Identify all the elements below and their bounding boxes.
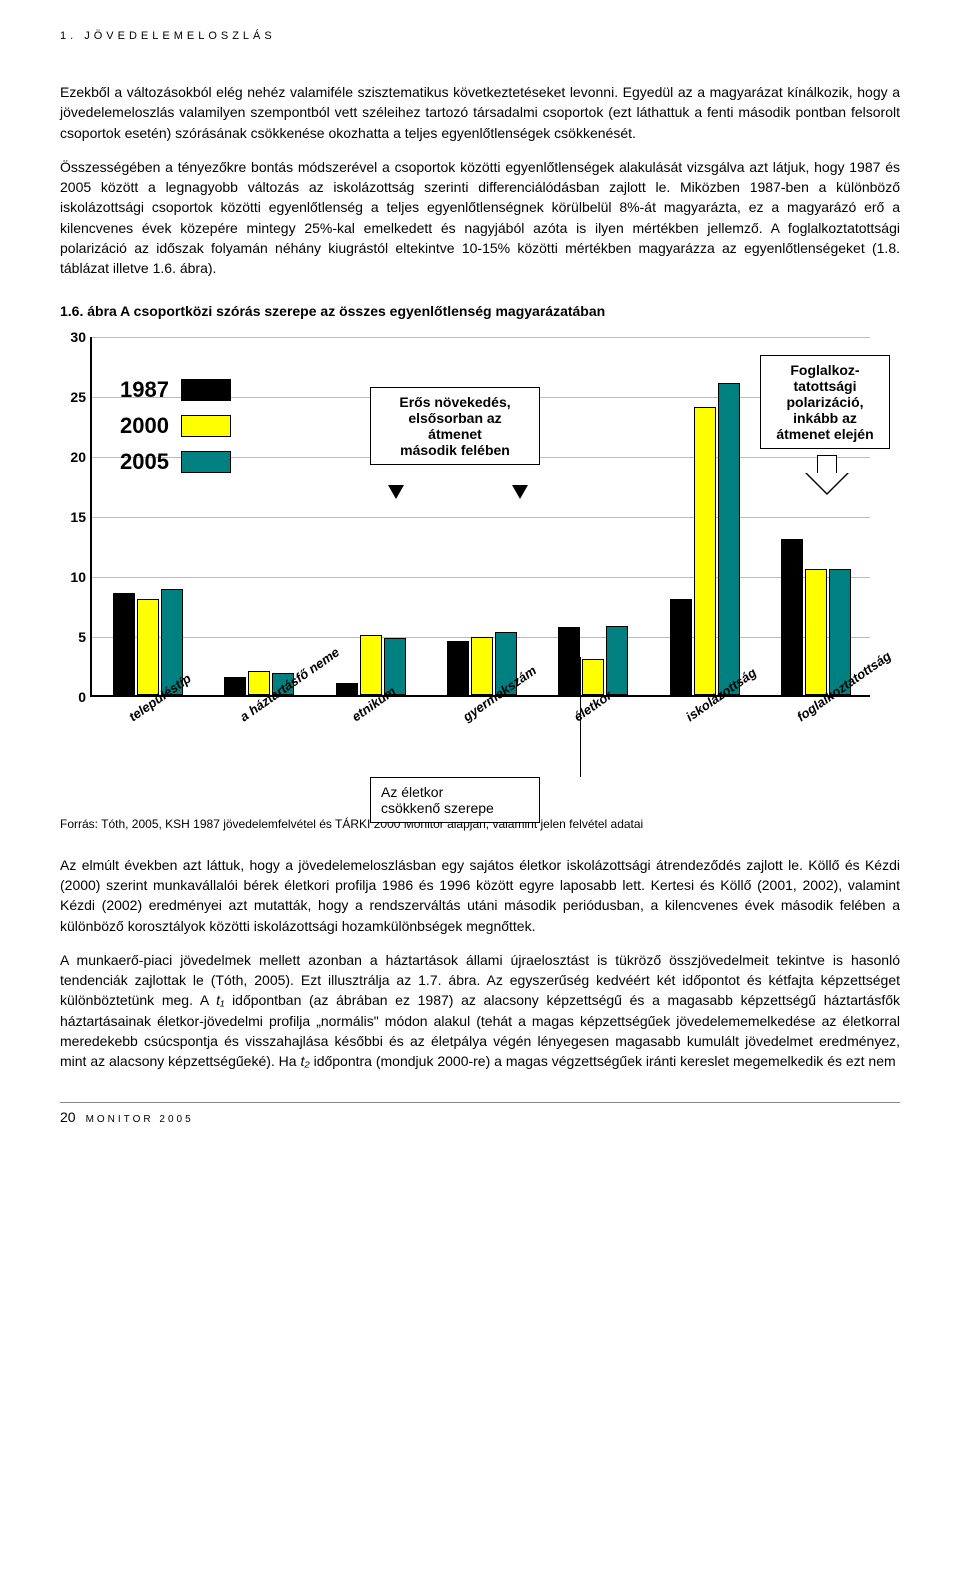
bar xyxy=(471,637,493,695)
figure-title: 1.6. ábra A csoportközi szórás szerepe a… xyxy=(60,303,900,319)
bar xyxy=(360,635,382,695)
legend-swatch xyxy=(181,451,231,473)
x-axis-labels: településtípa háztartásfő nemeetnikumgye… xyxy=(90,702,870,782)
paragraph-2: Összességében a tényezőkre bontás módsze… xyxy=(60,157,900,279)
bar-group xyxy=(332,635,410,695)
y-axis: 051015202530 xyxy=(60,337,90,697)
legend-year: 2005 xyxy=(120,449,169,475)
bar-group xyxy=(554,626,632,694)
bar xyxy=(606,626,628,694)
arrow-down-icon xyxy=(805,455,845,505)
annotation-connector xyxy=(580,657,581,777)
bar xyxy=(718,383,740,695)
bar xyxy=(336,683,358,695)
y-tick: 10 xyxy=(70,569,86,585)
bar xyxy=(805,569,827,695)
bar xyxy=(558,627,580,694)
bar-chart: 051015202530 településtípa háztartásfő n… xyxy=(60,337,880,797)
bar xyxy=(781,539,803,695)
legend-row: 2005 xyxy=(120,449,231,475)
y-tick: 15 xyxy=(70,509,86,525)
bar xyxy=(694,407,716,695)
bar xyxy=(447,641,469,695)
callout-right: Foglalkoz-tatottságipolarizáció,inkább a… xyxy=(760,355,890,449)
variable-t2: t₂ xyxy=(300,1053,309,1069)
legend-row: 1987 xyxy=(120,377,231,403)
paragraph-4: A munkaerő-piaci jövedelmek mellett azon… xyxy=(60,950,900,1072)
legend-swatch xyxy=(181,379,231,401)
y-tick: 5 xyxy=(78,629,86,645)
legend-swatch xyxy=(181,415,231,437)
footer-label: MONITOR 2005 xyxy=(86,1114,194,1125)
legend-year: 2000 xyxy=(120,413,169,439)
page-footer: 20 MONITOR 2005 xyxy=(60,1102,900,1125)
page-number: 20 xyxy=(60,1109,76,1125)
text: időpontra (mondjuk 2000-re) a magas végz… xyxy=(310,1053,896,1069)
bar-group xyxy=(666,383,744,695)
y-tick: 30 xyxy=(70,329,86,345)
arrow-down-icon xyxy=(388,485,404,499)
y-tick: 20 xyxy=(70,449,86,465)
y-tick: 0 xyxy=(78,689,86,705)
arrow-down-icon xyxy=(512,485,528,499)
bar-group xyxy=(777,539,855,695)
y-tick: 25 xyxy=(70,389,86,405)
paragraph-3: Az elmúlt években azt láttuk, hogy a jöv… xyxy=(60,855,900,936)
chart-legend: 1987 2000 2005 xyxy=(120,377,231,485)
bar xyxy=(670,599,692,695)
annotation-bottom: Az életkorcsökkenő szerepe xyxy=(370,777,540,823)
bar xyxy=(224,677,246,695)
legend-year: 1987 xyxy=(120,377,169,403)
bar xyxy=(113,593,135,695)
section-header: 1. JÖVEDELEMELOSZLÁS xyxy=(60,30,900,42)
bar xyxy=(137,599,159,695)
paragraph-1: Ezekből a változásokból elég nehéz valam… xyxy=(60,82,900,143)
callout-center: Erős növekedés,elsősorban azátmenetmásod… xyxy=(370,387,540,465)
legend-row: 2000 xyxy=(120,413,231,439)
